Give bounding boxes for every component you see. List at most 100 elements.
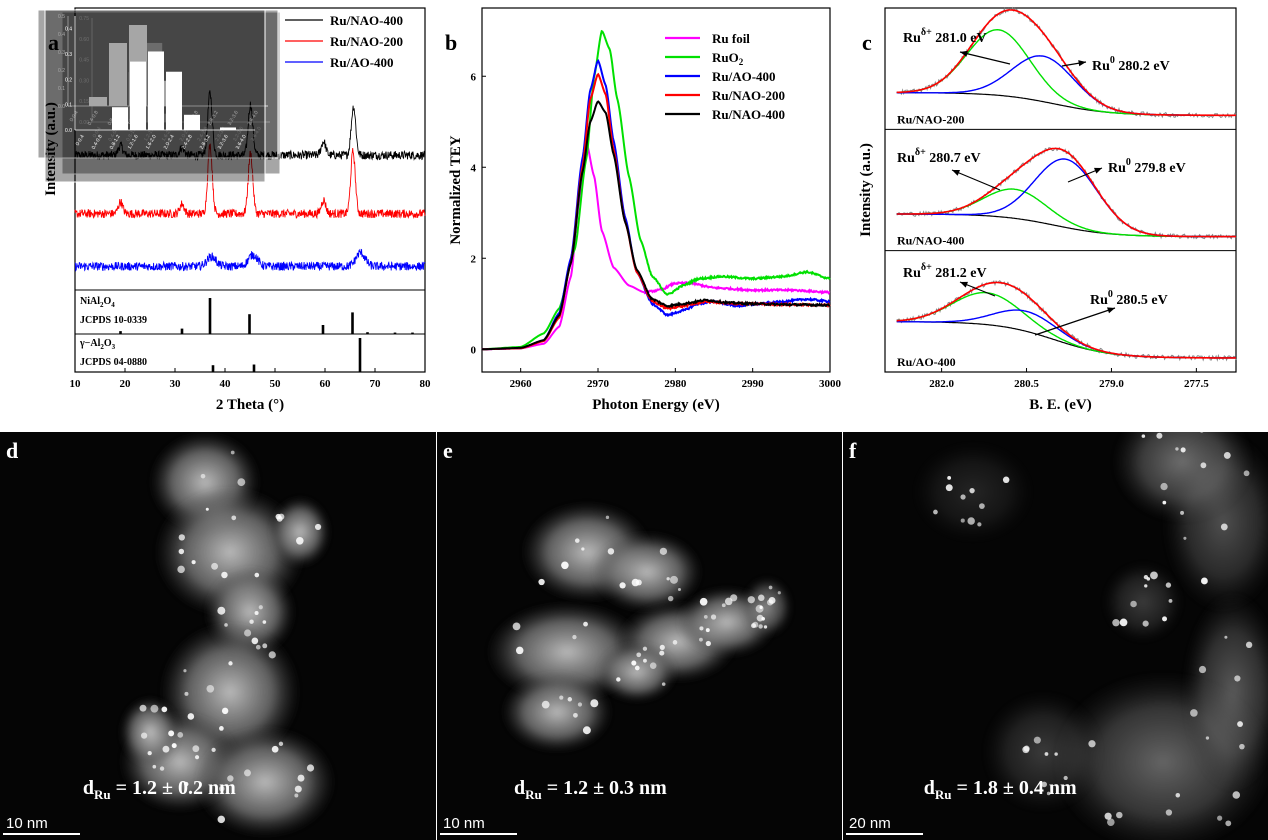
ru-nanoparticle xyxy=(187,713,195,720)
panel-letter: b xyxy=(445,30,457,55)
ru-nanoparticle xyxy=(161,706,168,713)
subscript: 2 xyxy=(100,301,104,309)
subscript: 2 xyxy=(100,343,104,351)
ru-nanoparticle xyxy=(730,594,738,602)
ru-nanoparticle xyxy=(751,623,757,629)
arrow-head xyxy=(1094,167,1102,174)
support-particle xyxy=(270,497,330,567)
series-line-Ru/AO-400 xyxy=(74,248,426,272)
ru-nanoparticle xyxy=(759,605,763,610)
panel-letter: f xyxy=(849,438,857,463)
plot-frame xyxy=(74,7,426,373)
legend-label: Ru/NAO-400 xyxy=(330,13,403,28)
ru-nanoparticle xyxy=(590,699,599,708)
ru-nanoparticle xyxy=(1245,641,1253,649)
ru-nanoparticle xyxy=(1162,500,1167,505)
ru-delta-component xyxy=(896,188,1236,238)
ru-nanoparticle xyxy=(581,547,585,551)
histogram-y-tick: 0.4 xyxy=(58,32,65,38)
ru-nanoparticle xyxy=(1198,665,1207,674)
ru-nanoparticle xyxy=(649,662,657,669)
legend-label: Ru/NAO-400 xyxy=(712,107,785,122)
ru-nanoparticle xyxy=(177,731,184,738)
tem-particles xyxy=(487,502,792,752)
text-part: d xyxy=(514,777,525,799)
superscript: 0 xyxy=(1108,289,1113,300)
ru-nanoparticle xyxy=(703,614,708,619)
ru-nanoparticle xyxy=(206,684,215,693)
subscript: 4 xyxy=(111,301,115,309)
text-part: = 1.2 ± 0.2 nm xyxy=(111,777,236,799)
ru-nanoparticle xyxy=(672,640,678,645)
text-part: Ru xyxy=(1108,161,1126,176)
histogram-bar xyxy=(220,127,236,130)
ru-nanoparticle xyxy=(219,726,224,731)
histogram-y-tick: 0.5 xyxy=(58,14,65,20)
ru-nanoparticle xyxy=(631,660,637,666)
ru-nanoparticle xyxy=(227,775,234,782)
histogram-bar xyxy=(166,71,182,130)
ru-nanoparticle xyxy=(605,515,610,519)
ru-nanoparticle xyxy=(634,665,640,671)
ru-nanoparticle xyxy=(1200,432,1204,433)
text-part: O xyxy=(104,296,112,307)
ru-nanoparticle xyxy=(1150,571,1158,580)
ru-nanoparticle xyxy=(184,691,189,696)
panel-f: 0.00.10.20.30.40-0.4 0.4-0.8 0.8-1.2 1.2-1.… xyxy=(44,9,1268,840)
x-tick-label: 2980 xyxy=(664,378,687,390)
x-tick-label: 10 xyxy=(70,378,82,390)
ru-nanoparticle xyxy=(228,661,233,666)
ru-nanoparticle xyxy=(1041,781,1048,788)
support-particle xyxy=(983,692,1103,812)
text-part: Ru xyxy=(1092,59,1110,74)
x-tick-label: 20 xyxy=(120,378,132,390)
ru-nanoparticle xyxy=(755,604,764,613)
subpanel-label: Ru/AO-400 xyxy=(897,355,956,369)
ru-nanoparticle xyxy=(168,730,175,737)
ru-nanoparticle xyxy=(278,513,285,520)
panel-d: 0.000.150.300.450.600.750-0.40.4-0.80.8-… xyxy=(0,11,436,840)
annotation-arrow xyxy=(951,169,1001,191)
ru-nanoparticle xyxy=(192,745,200,753)
legend-label: Ru/NAO-200 xyxy=(712,88,785,103)
ru-nanoparticle xyxy=(567,697,573,702)
ru-nanoparticle xyxy=(1243,470,1250,477)
ru-nanoparticle xyxy=(1088,740,1096,748)
tem-particles xyxy=(913,432,1268,840)
panel-letter: e xyxy=(443,438,453,463)
ru-nanoparticle xyxy=(582,726,591,735)
ru-nanoparticle xyxy=(768,596,776,604)
ru-nanoparticle xyxy=(178,534,185,541)
ru-nanoparticle xyxy=(254,572,260,578)
ru-nanoparticle xyxy=(278,741,284,747)
ru-nanoparticle xyxy=(559,695,564,700)
series-line-Ru/AO-400 xyxy=(481,58,831,351)
ru-nanoparticle xyxy=(1190,709,1198,717)
series-line-Ru/NAO-200 xyxy=(74,143,426,220)
ru-nanoparticle xyxy=(659,547,668,555)
ru-nanoparticle xyxy=(1165,809,1173,816)
histogram-bar xyxy=(148,51,164,130)
ru-nanoparticle xyxy=(159,766,165,771)
ru-nanoparticle xyxy=(1175,447,1179,451)
x-axis-label: Photon Energy (eV) xyxy=(592,397,720,413)
ru-nanoparticle xyxy=(705,628,710,633)
legend-label: Ru foil xyxy=(712,31,750,46)
subpanel-label: Ru/NAO-400 xyxy=(897,234,964,248)
ru-nanoparticle xyxy=(221,571,228,579)
legend-label: RuO2 xyxy=(712,50,744,67)
reference-name: γ−Al2O3 xyxy=(79,338,116,351)
histogram-y-tick: 0.1 xyxy=(58,86,65,92)
ru-nanoparticle xyxy=(200,473,206,479)
x-tick-label: 80 xyxy=(420,378,432,390)
ru-nanoparticle xyxy=(243,769,251,777)
x-axis-label: 2 Theta (°) xyxy=(216,397,284,413)
ru-nanoparticle xyxy=(947,475,952,480)
ru-nanoparticle xyxy=(1002,476,1010,484)
ru-nanoparticle xyxy=(667,595,674,602)
x-axis-label: B. E. (eV) xyxy=(1029,397,1092,413)
superscript: 0 xyxy=(1110,55,1115,66)
histogram-x-tick: 0-0.4 xyxy=(69,110,80,123)
ru-nanoparticle xyxy=(224,623,228,627)
ru-nanoparticle xyxy=(1144,584,1148,588)
